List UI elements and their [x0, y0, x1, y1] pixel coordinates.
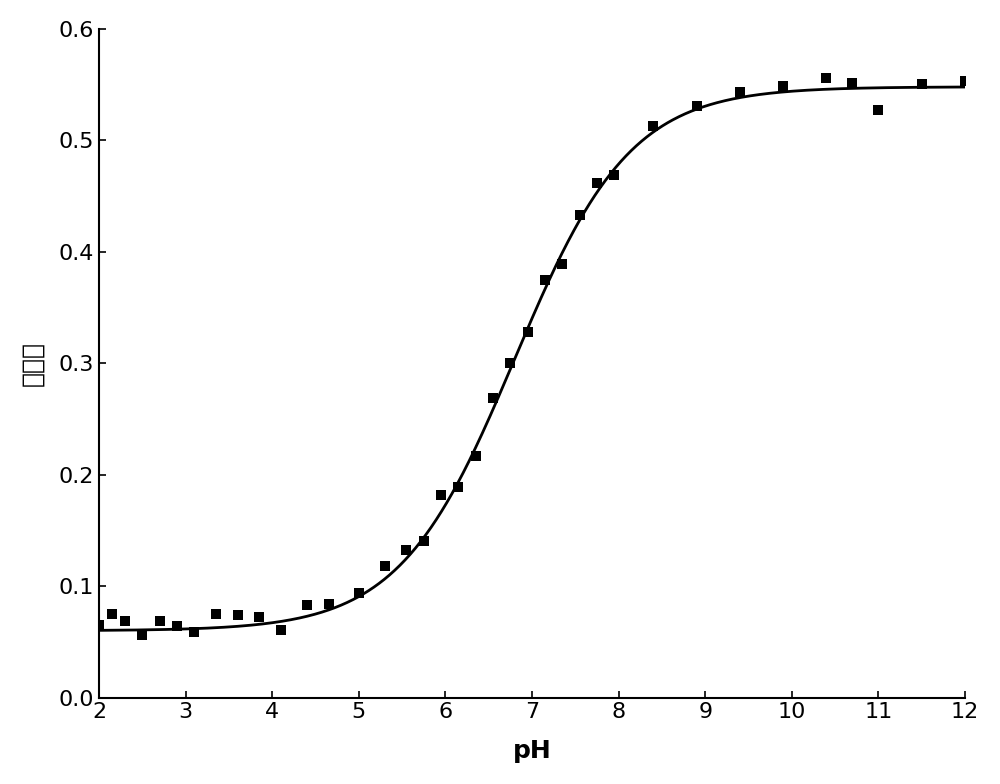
Point: [844, 77, 860, 89]
Point: [104, 608, 120, 620]
Point: [117, 615, 133, 627]
Point: [537, 274, 553, 286]
Point: [134, 630, 150, 642]
Point: [169, 619, 185, 632]
Point: [377, 559, 393, 572]
Point: [870, 103, 886, 116]
Point: [152, 615, 168, 627]
Point: [957, 75, 973, 88]
Y-axis label: 吸光度: 吸光度: [21, 341, 45, 386]
Point: [775, 80, 791, 93]
Point: [450, 481, 466, 494]
Point: [589, 177, 605, 190]
Point: [606, 169, 622, 181]
Point: [299, 599, 315, 612]
Point: [645, 120, 661, 132]
Point: [273, 624, 289, 637]
Point: [689, 100, 705, 112]
Point: [398, 543, 414, 556]
Point: [554, 257, 570, 270]
Point: [732, 85, 748, 98]
Point: [230, 609, 246, 622]
Point: [251, 610, 267, 622]
Point: [91, 619, 107, 631]
Point: [818, 72, 834, 85]
Point: [351, 587, 367, 600]
Point: [321, 598, 337, 611]
X-axis label: pH: pH: [513, 739, 551, 763]
Point: [416, 535, 432, 547]
Point: [468, 450, 484, 463]
Point: [502, 358, 518, 370]
Point: [186, 626, 202, 638]
Point: [433, 489, 449, 502]
Point: [914, 78, 930, 90]
Point: [520, 325, 536, 338]
Point: [208, 608, 224, 621]
Point: [485, 392, 501, 405]
Point: [572, 209, 588, 221]
